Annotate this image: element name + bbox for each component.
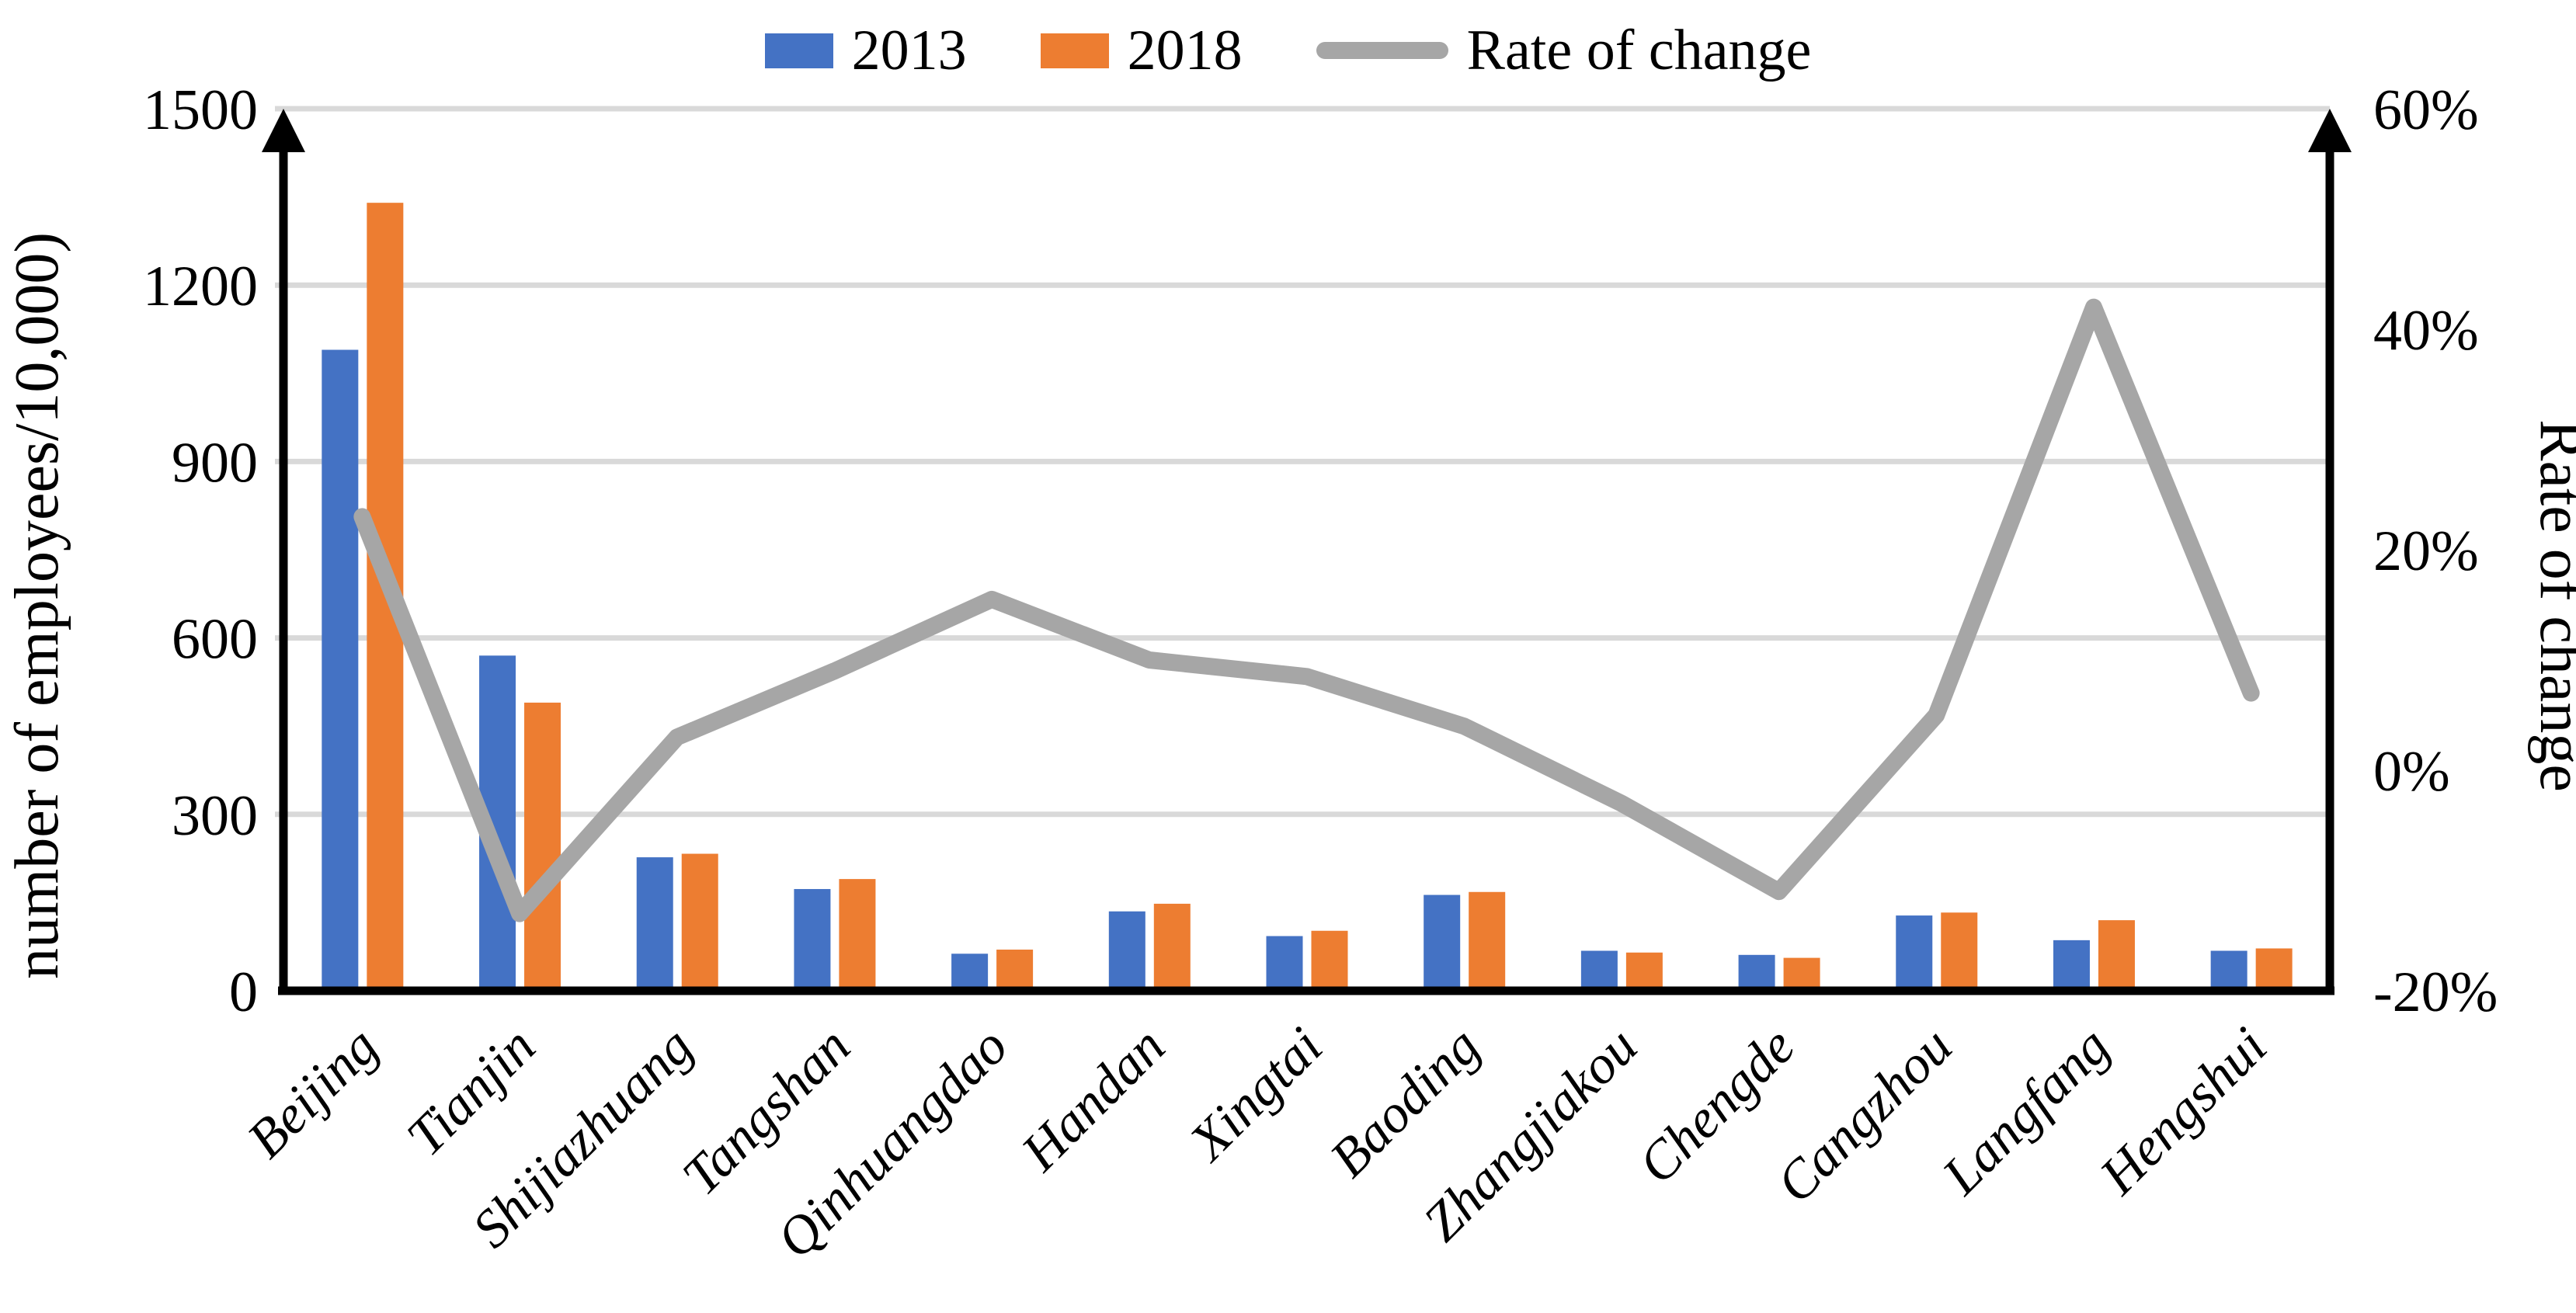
bar-2013-chengde xyxy=(1738,954,1775,991)
bar-2018-tangshan xyxy=(839,879,876,991)
bar-2018-zhangjiakou xyxy=(1625,952,1663,991)
rate-of-change-line xyxy=(353,298,2260,922)
left-tick-1200: 1200 xyxy=(143,255,258,318)
x-label-xingtai: Xingtai xyxy=(1177,1016,1334,1173)
bar-2013-baoding xyxy=(1424,894,1461,991)
right-tick--20-: -20% xyxy=(2373,960,2498,1024)
bar-2013-cangzhou xyxy=(1896,915,1933,991)
bar-2013-qinhuangdao xyxy=(951,953,989,991)
bar-2013-xingtai xyxy=(1266,936,1303,991)
bar-2018-baoding xyxy=(1469,891,1506,991)
bar-2013-hengshui xyxy=(2210,950,2247,991)
x-label-cangzhou: Cangzhou xyxy=(1765,1016,1963,1214)
bar-2013-langfang xyxy=(2053,940,2090,991)
legend-label-2013: 2013 xyxy=(851,19,967,82)
legend-swatch-2018-icon xyxy=(1040,33,1109,68)
left-tick-1500: 1500 xyxy=(143,78,258,142)
legend-item-2013: 2013 xyxy=(764,19,967,82)
x-label-langfang: Langfang xyxy=(1931,1016,2121,1207)
left-tick-0: 0 xyxy=(229,960,258,1024)
legend-item-rate-of-change: Rate of change xyxy=(1316,19,1812,82)
legend-swatch-rate-line-icon xyxy=(1316,42,1448,59)
x-label-beijing: Beijing xyxy=(236,1016,389,1169)
bar-2018-cangzhou xyxy=(1941,912,1978,991)
right-tick-40-: 40% xyxy=(2373,299,2479,363)
bar-2018-shijiazhuang xyxy=(681,853,718,991)
x-label-hengshui: Hengshui xyxy=(2088,1016,2279,1207)
bar-2018-xingtai xyxy=(1311,930,1348,991)
legend-label-rate-of-change: Rate of change xyxy=(1466,19,1812,82)
x-label-tianjin: Tianjin xyxy=(396,1016,548,1168)
bar-2018-hengshui xyxy=(2255,948,2293,991)
bar-2013-shijiazhuang xyxy=(636,857,673,991)
bar-2018-langfang xyxy=(2098,920,2135,991)
right-tick-60-: 60% xyxy=(2373,78,2479,142)
bar-2013-zhangjiakou xyxy=(1580,950,1618,991)
bar-2018-qinhuangdao xyxy=(996,949,1034,991)
right-axis-title: Rate of change xyxy=(2527,419,2576,792)
bar-2018-tianjin xyxy=(524,702,561,991)
left-tick-600: 600 xyxy=(172,608,258,672)
bar-2018-handan xyxy=(1153,903,1191,991)
x-label-handan: Handan xyxy=(1010,1016,1177,1183)
bar-2013-handan xyxy=(1108,911,1145,991)
legend-item-2018: 2018 xyxy=(1040,19,1243,82)
legend-label-2018: 2018 xyxy=(1127,19,1243,82)
right-tick-0-: 0% xyxy=(2373,740,2450,804)
left-axis-arrow-icon xyxy=(262,109,305,152)
chart-legend: 2013 2018 Rate of change xyxy=(0,22,2576,79)
bar-2013-beijing xyxy=(322,349,359,991)
bar-2013-tangshan xyxy=(794,888,831,991)
right-axis-arrow-icon xyxy=(2308,109,2352,152)
right-tick-20-: 20% xyxy=(2373,519,2479,583)
left-axis-title: number of employees/10,000) xyxy=(3,232,71,979)
bar-2018-chengde xyxy=(1783,957,1820,991)
left-tick-300: 300 xyxy=(172,784,258,848)
legend-swatch-2013-icon xyxy=(764,33,833,68)
left-tick-900: 900 xyxy=(172,431,258,495)
